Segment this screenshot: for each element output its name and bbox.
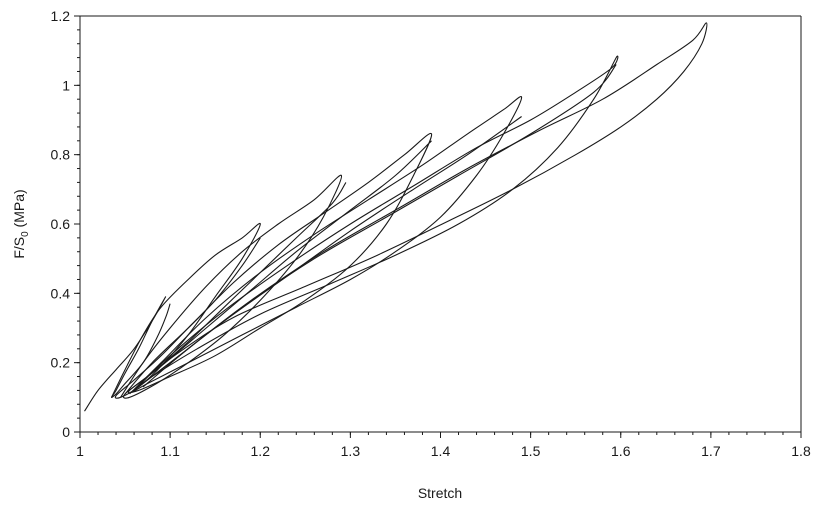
hysteresis-loop-3 — [120, 174, 347, 399]
y-tick-label: 1.2 — [51, 8, 71, 24]
y-tick-label: 1 — [62, 77, 70, 93]
hysteresis-loop-7 — [142, 22, 708, 388]
x-tick-label: 1.3 — [341, 443, 361, 459]
plot-frame — [79, 15, 802, 433]
y-axis-title: F/S0 (MPa) — [11, 189, 31, 258]
y-axis-title-unit: (MPa) — [11, 189, 27, 231]
y-axis-title-subscript: 0 — [20, 231, 31, 237]
x-tick-label: 1.4 — [431, 443, 451, 459]
y-tick-label: 0.2 — [51, 355, 71, 371]
x-tick-label: 1.2 — [251, 443, 271, 459]
y-tick-label: 0.6 — [51, 216, 71, 232]
x-tick-labels: 1 1.1 1.2 1.3 1.4 1.5 1.6 1.7 1.8 — [76, 443, 811, 459]
y-tick-label: 0.4 — [51, 285, 71, 301]
x-tick-label: 1.7 — [701, 443, 721, 459]
plot-series — [84, 22, 708, 412]
hysteresis-loop-4 — [124, 132, 433, 395]
y-tick-labels: 0 0.2 0.4 0.6 0.8 1 1.2 — [51, 8, 71, 440]
hysteresis-loop-6 — [133, 55, 619, 391]
y-tick-label: 0 — [62, 424, 70, 440]
x-tick-label: 1.8 — [791, 443, 811, 459]
x-tick-label: 1 — [76, 443, 84, 459]
x-tick-label: 1.5 — [521, 443, 541, 459]
axis-ticks — [74, 15, 802, 438]
x-tick-label: 1.6 — [611, 443, 631, 459]
x-tick-label: 1.1 — [160, 443, 180, 459]
x-axis-title: Stretch — [418, 485, 462, 501]
y-axis-title-main: F/S — [11, 237, 27, 259]
y-tick-label: 0.8 — [51, 147, 71, 163]
